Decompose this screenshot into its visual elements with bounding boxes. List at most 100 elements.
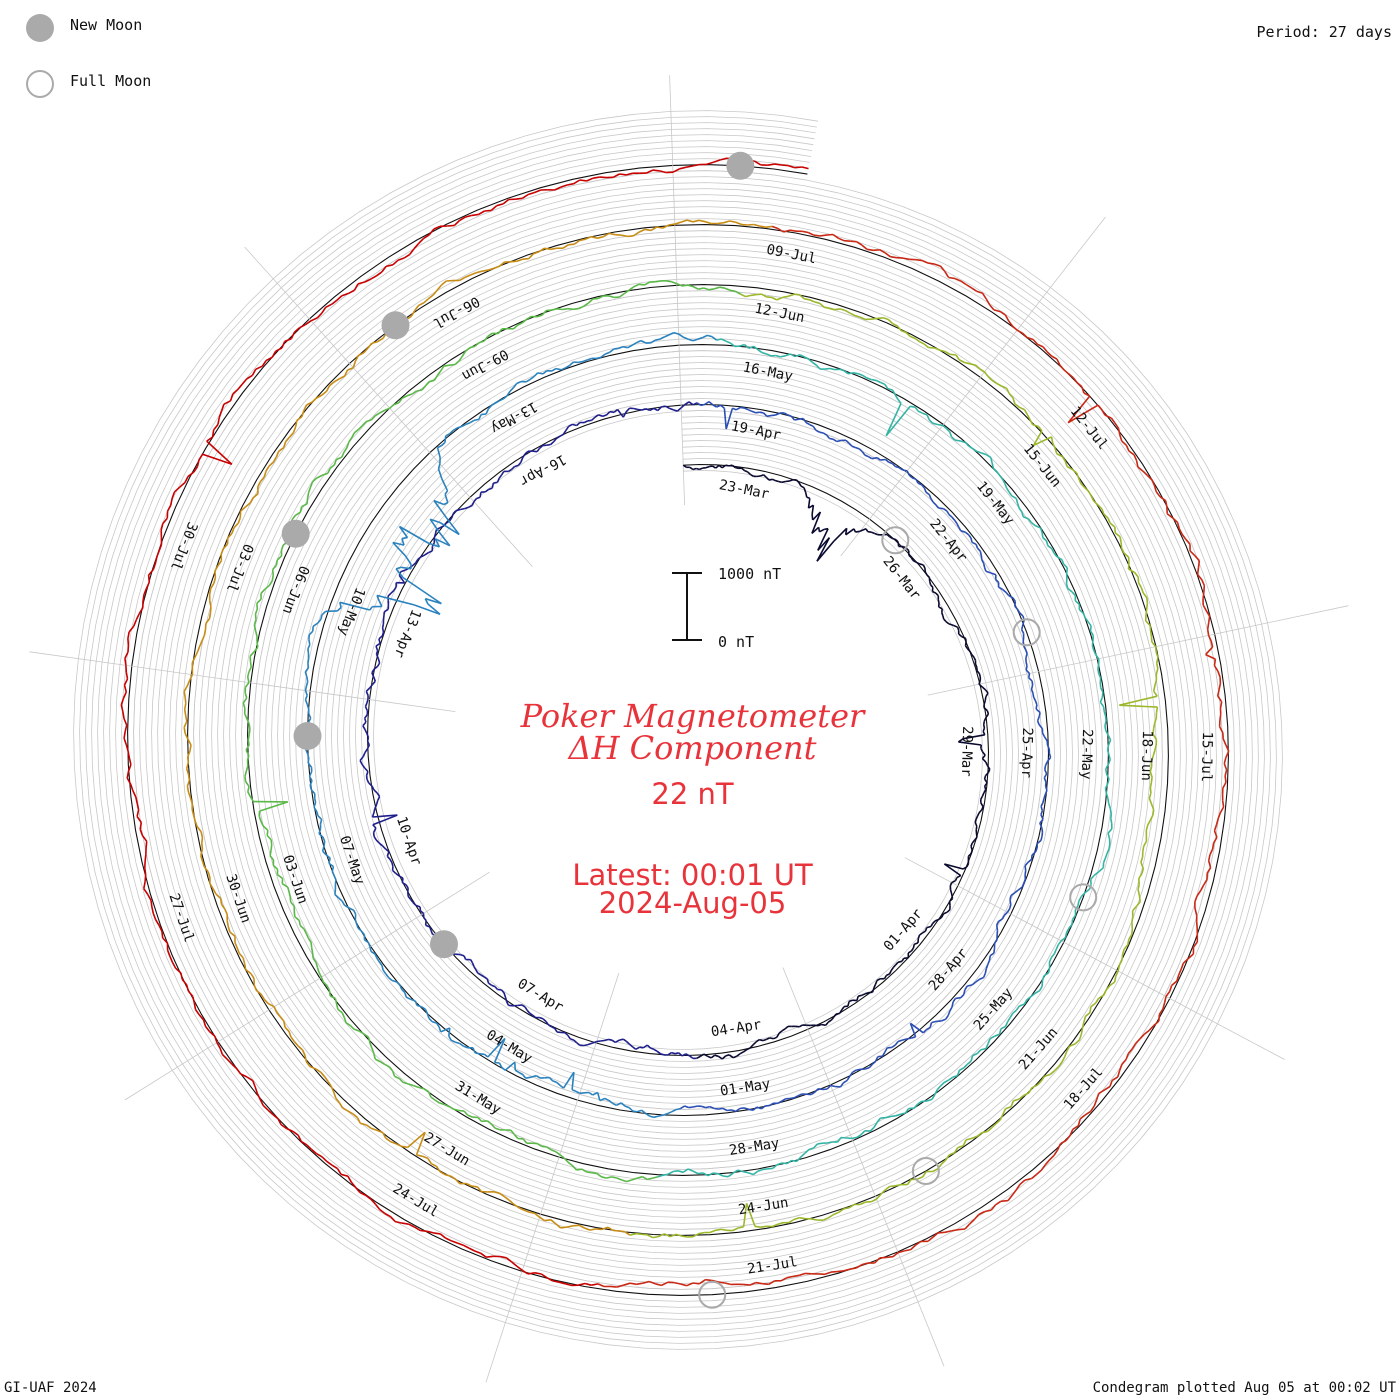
trace-segment [244, 692, 248, 699]
trace-segment [848, 1203, 855, 1209]
trace-segment [235, 1068, 242, 1075]
trace-segment [752, 1170, 759, 1176]
trace-segment [123, 718, 128, 726]
trace-segment [822, 1216, 829, 1221]
trace-segment [1043, 777, 1047, 783]
trace-segment [705, 465, 710, 469]
trace-segment [865, 1066, 870, 1070]
trace-segment [1178, 528, 1183, 535]
trace-segment [964, 361, 971, 365]
trace-segment [991, 379, 997, 384]
trace-segment [139, 829, 144, 836]
trace-segment [307, 663, 310, 668]
trace-segment [305, 320, 312, 326]
trace-segment [245, 765, 249, 772]
trace-segment [376, 594, 397, 602]
trace-segment [998, 586, 1004, 591]
trace-segment [641, 1109, 647, 1115]
trace-segment [1117, 1070, 1121, 1078]
trace-segment [885, 405, 911, 437]
trace-segment [1010, 1100, 1015, 1107]
trace-segment [1097, 668, 1100, 674]
trace-segment [428, 228, 435, 236]
trace-segment [934, 347, 941, 351]
trace-segment [745, 1203, 756, 1227]
trace-segment [1137, 466, 1144, 472]
grid-spiral [73, 110, 1283, 1350]
trace-segment [912, 944, 916, 949]
trace-segment [589, 1228, 597, 1231]
trace-segment [796, 1156, 802, 1162]
trace-segment [954, 877, 958, 882]
trace-segment [631, 1177, 638, 1181]
trace-segment [563, 1157, 569, 1163]
trace-segment [445, 1237, 452, 1242]
trace-segment [640, 339, 647, 344]
trace-segment [1108, 843, 1111, 849]
trace-segment [842, 1079, 848, 1084]
trace-segment [781, 1028, 786, 1032]
date-label: 25-Apr [1018, 727, 1035, 778]
trace-segment [993, 948, 996, 954]
trace-segment [661, 1281, 669, 1287]
trace-segment [472, 1047, 476, 1053]
trace-segment [1097, 663, 1100, 669]
trace-segment [791, 1159, 797, 1163]
trace-segment [970, 842, 974, 847]
trace-segment [1043, 972, 1049, 977]
trace-segment [441, 478, 449, 492]
trace-segment [191, 809, 195, 816]
date-label: 21-Jul [746, 1254, 798, 1277]
trace-segment [824, 1271, 832, 1276]
trace-segment [441, 441, 446, 447]
trace-segment [571, 423, 577, 427]
trace-segment [567, 1034, 571, 1040]
trace-segment [317, 815, 323, 820]
trace-segment [874, 532, 879, 536]
trace-segment [721, 1228, 728, 1232]
trace-segment [291, 514, 296, 521]
trace-segment [935, 504, 940, 509]
trace-segment [1127, 938, 1130, 945]
trace-segment [701, 1105, 706, 1109]
trace-segment [803, 356, 809, 360]
trace-segment [416, 389, 423, 392]
trace-segment [246, 1076, 254, 1082]
trace-segment [1209, 848, 1214, 856]
trace-segment [1105, 773, 1110, 780]
trace-segment [1063, 369, 1070, 375]
trace-segment [876, 1117, 882, 1123]
trace-segment [175, 967, 182, 974]
trace-segment [655, 338, 661, 341]
trace-segment [621, 234, 628, 238]
trace-segment [1153, 690, 1158, 697]
trace-segment [1022, 515, 1029, 520]
trace-segment [487, 332, 493, 338]
trace-segment [226, 1058, 233, 1065]
trace-segment [841, 1006, 845, 1011]
trace-segment [750, 473, 754, 477]
trace-segment [924, 927, 928, 932]
trace-segment [307, 758, 310, 764]
trace-segment [673, 331, 679, 335]
trace-segment [739, 1107, 745, 1110]
trace-segment [646, 1044, 651, 1049]
trace-segment [373, 789, 378, 794]
trace-segment [612, 173, 620, 179]
trace-segment [400, 566, 412, 570]
trace-segment [885, 458, 890, 463]
trace-segment [914, 942, 919, 945]
trace-segment [461, 423, 467, 428]
trace-segment [840, 1136, 847, 1139]
trace-segment [352, 360, 357, 368]
date-label: 15-Jun [1020, 441, 1064, 490]
trace-segment [1053, 948, 1058, 955]
trace-segment [550, 1219, 557, 1225]
trace-segment [1066, 1045, 1071, 1052]
trace-segment [539, 445, 544, 449]
trace-segment [449, 429, 454, 435]
trace-segment [1091, 640, 1094, 646]
trace-segment [672, 1170, 679, 1173]
trace-segment [743, 1107, 749, 1111]
trace-segment [816, 537, 831, 562]
